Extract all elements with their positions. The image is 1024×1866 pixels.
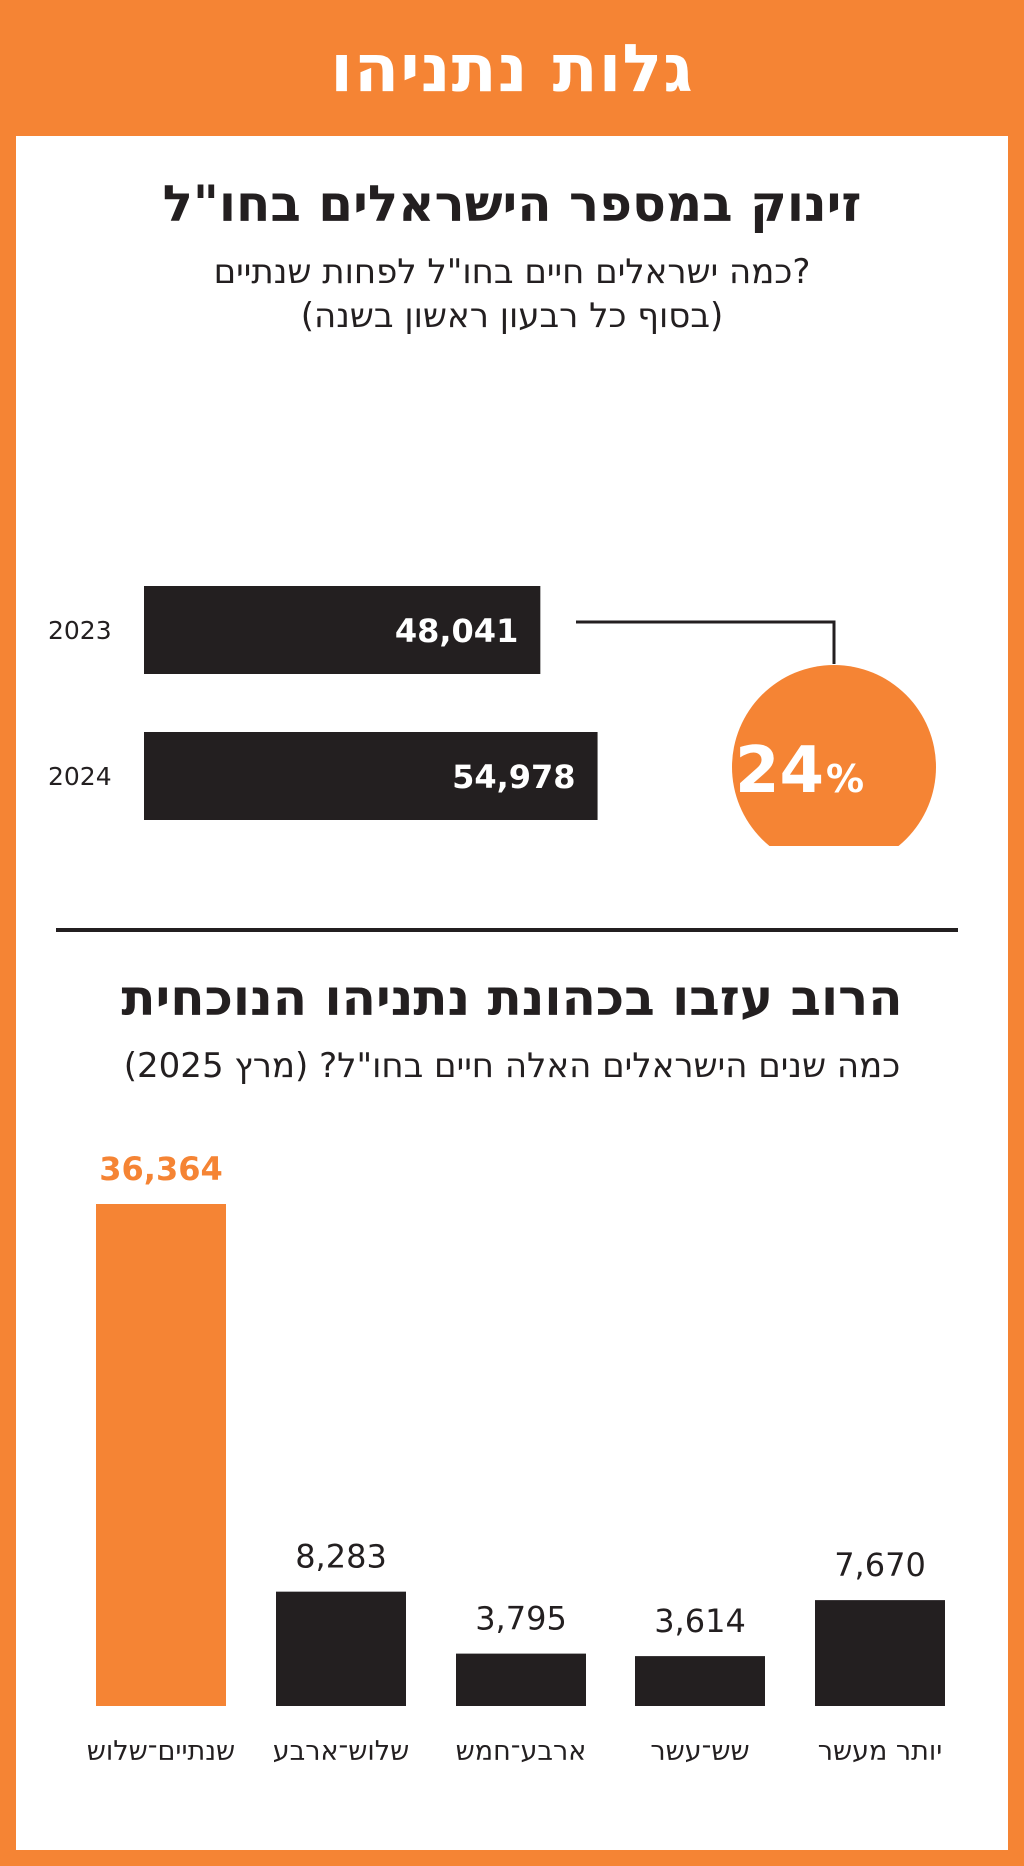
section-divider <box>56 928 958 932</box>
growth-connector-line <box>576 620 836 664</box>
chart2-bar-value-label: 36,364 <box>99 1150 222 1188</box>
chart2-bar-value-label: 8,283 <box>295 1538 387 1576</box>
chart2-category-label: שלוש־ארבע <box>273 1736 410 1767</box>
growth-badge <box>732 665 936 846</box>
chart1-bar-2023 <box>144 586 541 674</box>
chart2-category-label: שנתיים־שלוש <box>87 1736 235 1767</box>
chart2-bar <box>635 1656 765 1706</box>
growth-badge-value: +24 <box>681 734 824 808</box>
chart1-bar-value-label: 54,978 <box>452 758 575 796</box>
chart2-bar <box>815 1600 945 1706</box>
growth-badge-unit: % <box>826 757 864 801</box>
chart2-bar <box>456 1653 586 1706</box>
chart1-year-label: 2024 <box>48 762 112 791</box>
chart2-bar-value-label: 7,670 <box>834 1546 926 1584</box>
chart2-bar <box>276 1591 406 1706</box>
chart1-subtitle-line1: כמה ישראלים חיים בחו"ל לפחות שנתיים? <box>213 252 811 292</box>
chart1-year-label: 2023 <box>48 616 112 645</box>
chart2-bar-value-label: 3,795 <box>475 1600 567 1638</box>
chart1-subtitle-line2: (בסוף כל רבעון ראשון בשנה) <box>300 296 724 336</box>
chart2-vertical-bar-chart: 36,364 שנתיים־שלוש 8,283 שלוש־ארבע 3,795 ארבע… <box>87 1150 945 1767</box>
chart2-category-label: שש־עשר <box>650 1736 749 1767</box>
chart2-category-label: יותר מעשר <box>818 1736 943 1767</box>
chart2-bar <box>96 1204 226 1706</box>
content-panel: זינוק במספר הישראלים בחו"ל כמה ישראלים ח… <box>16 136 1008 1850</box>
chart2-title: הרוב עזבו בכהונת נתניהו הנוכחית <box>121 969 903 1027</box>
chart2-category-label: ארבע־חמש <box>456 1736 587 1767</box>
chart2-subtitle: כמה שנים הישראלים האלה חיים בחו"ל? (מרץ … <box>123 1046 901 1086</box>
header-title: גלות נתניהו <box>330 29 694 107</box>
header-bar: גלות נתניהו <box>0 0 1024 136</box>
chart2-bar-value-label: 3,614 <box>654 1602 746 1640</box>
chart1-bar-2024 <box>144 732 598 820</box>
chart1-bar-value-label: 48,041 <box>395 612 518 650</box>
chart1-title: זינוק במספר הישראלים בחו"ל <box>162 175 862 233</box>
